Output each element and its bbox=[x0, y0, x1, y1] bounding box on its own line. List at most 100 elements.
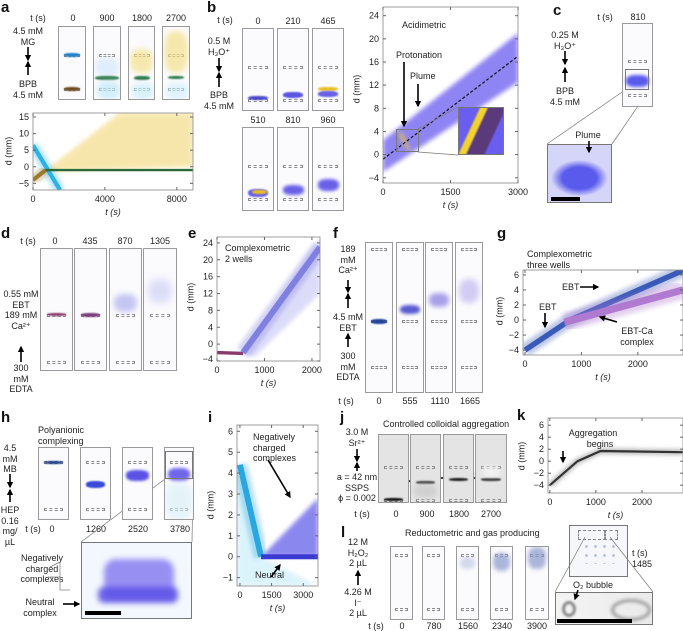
time-label: 1260 bbox=[85, 524, 107, 534]
gel-lane bbox=[410, 434, 441, 503]
time-label: 0 bbox=[49, 524, 55, 534]
neutral-complex-annotation: Neutral complex bbox=[23, 597, 57, 618]
y-tick-label: 0 bbox=[228, 552, 233, 562]
region-bpb-yellow-spread bbox=[45, 113, 193, 172]
gel-lane bbox=[455, 242, 483, 393]
sample-well bbox=[115, 314, 136, 317]
time-axis-label: t (s) bbox=[217, 15, 233, 25]
time-label: 900 bbox=[99, 13, 115, 23]
ebt-ca-annotation: EBT-Ca complex bbox=[620, 326, 654, 347]
y-tick-label: 0 bbox=[539, 456, 544, 466]
time-axis-label: t (s) bbox=[338, 396, 354, 406]
dye-band bbox=[283, 92, 303, 98]
time-label: 0 bbox=[393, 509, 399, 519]
reagent-top: 3.0 M Sr²⁺ bbox=[345, 427, 369, 448]
protonation-annotation: Protonation bbox=[396, 50, 443, 60]
sample-well bbox=[430, 248, 448, 251]
plot-frame bbox=[522, 269, 683, 356]
time-axis-label: t (s) bbox=[30, 13, 46, 23]
sample-well bbox=[318, 198, 338, 201]
y-tick-label: 20 bbox=[369, 34, 379, 44]
time-axis-label: t (s) bbox=[597, 12, 613, 22]
time-label: 1560 bbox=[457, 621, 479, 631]
dye-band bbox=[165, 83, 189, 99]
y-tick-label: −4 bbox=[509, 345, 519, 355]
y-tick-label: 12 bbox=[203, 289, 213, 299]
gel-lane bbox=[490, 546, 513, 620]
zoom-region bbox=[625, 69, 649, 90]
y-tick-label: 12 bbox=[369, 80, 379, 90]
sample-well bbox=[149, 314, 171, 317]
sample-well bbox=[460, 608, 475, 611]
gel-lane bbox=[277, 28, 309, 111]
dye-band bbox=[44, 461, 63, 464]
plot-area bbox=[548, 418, 683, 493]
sample-well bbox=[401, 248, 419, 251]
reagent-top: 4.5 mM MG bbox=[12, 26, 44, 47]
gel-lane bbox=[622, 23, 653, 107]
gel-lane bbox=[143, 248, 177, 371]
x-tick-label: 1500 bbox=[440, 187, 460, 197]
reagent-bottom: BPB 4.5 mM bbox=[12, 79, 44, 100]
chart-title: Complexometric 2 wells bbox=[225, 243, 291, 264]
sample-well bbox=[401, 366, 419, 369]
dye-band bbox=[493, 553, 510, 571]
chart-e: 0 1000 2000 −4 0 4 8 12 16 20 24 t (s) bbox=[203, 236, 322, 388]
dye-band bbox=[46, 313, 67, 316]
gel-lane bbox=[128, 26, 155, 100]
y-axis-label: d (mm) bbox=[3, 136, 14, 166]
sample-well bbox=[394, 608, 409, 611]
o2-bubble bbox=[562, 601, 576, 617]
time-axis-label: t (s) bbox=[20, 236, 36, 246]
dye-band bbox=[131, 83, 154, 99]
y-tick-label: −4 bbox=[203, 354, 213, 364]
time-label: 555 bbox=[402, 396, 418, 406]
y-tick-label: 0 bbox=[208, 339, 213, 349]
reagent-bottom: BPB 4.5 mM bbox=[203, 90, 235, 111]
sample-well bbox=[460, 366, 478, 369]
dye-band bbox=[252, 190, 267, 194]
sample-well bbox=[529, 608, 545, 611]
chart-k: 0 1000 2000 −4 −2 0 2 4 6 t (s) bbox=[534, 417, 683, 520]
gel-lane bbox=[456, 546, 479, 620]
time-label: 870 bbox=[117, 236, 133, 246]
time-label: 0 bbox=[376, 396, 382, 406]
x-axis-label: t (s) bbox=[443, 200, 459, 210]
y-tick-label: 24 bbox=[369, 11, 379, 21]
time-label: 435 bbox=[82, 236, 98, 246]
y-tick-label: 4 bbox=[208, 322, 213, 332]
x-tick-label: 1500 bbox=[262, 590, 282, 600]
dye-band bbox=[428, 293, 450, 307]
zoom-inset bbox=[458, 107, 504, 155]
dye-band bbox=[458, 279, 480, 303]
plume-annotation: Plume bbox=[575, 130, 601, 140]
panel-label-g: g bbox=[497, 225, 507, 242]
dye-band bbox=[399, 305, 421, 314]
scale-bar bbox=[551, 197, 580, 201]
sample-well bbox=[128, 461, 147, 464]
dye-band bbox=[282, 185, 304, 195]
x-tick-label: 0 bbox=[30, 194, 35, 204]
x-tick-label: 1000 bbox=[254, 365, 274, 375]
x-tick-label: 0 bbox=[237, 590, 242, 600]
dye-band bbox=[63, 53, 81, 57]
y-tick-label: 6 bbox=[228, 426, 233, 436]
time-label: 2700 bbox=[165, 13, 187, 23]
time-label: 0 bbox=[399, 621, 405, 631]
x-axis-label: t (s) bbox=[270, 603, 286, 613]
time-axis-label: t (s) bbox=[354, 509, 370, 519]
y-axis-label: d (mm) bbox=[185, 282, 196, 312]
sample-well bbox=[149, 361, 171, 364]
y-tick-label: 2 bbox=[539, 444, 544, 454]
y-tick-label: 8 bbox=[374, 103, 379, 113]
sample-well bbox=[44, 508, 63, 511]
gel-lane bbox=[58, 26, 86, 100]
panel-label-e: e bbox=[188, 225, 197, 242]
dye-band bbox=[528, 547, 546, 569]
gel-lane bbox=[312, 127, 344, 211]
gel-lane bbox=[122, 447, 153, 520]
gel-lane bbox=[425, 242, 453, 393]
gel-lane bbox=[422, 546, 445, 620]
gel-lane bbox=[164, 447, 194, 520]
chart-a: 0 4000 8000 −5 0 5 10 15 t (s) bbox=[19, 112, 194, 217]
